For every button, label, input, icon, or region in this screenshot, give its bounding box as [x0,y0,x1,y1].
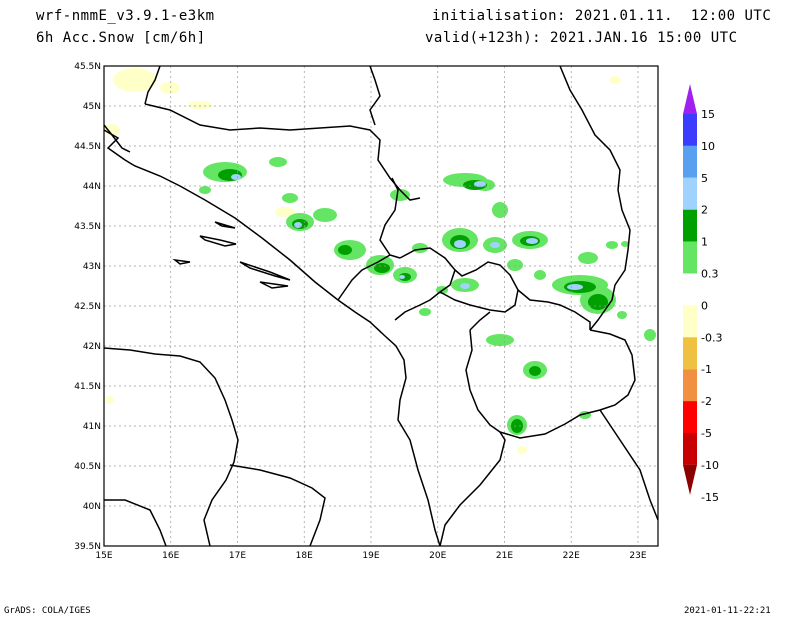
model-title: wrf-nmmE_v3.9.1-e3km [36,8,215,24]
longitude-label: 15E [95,551,112,561]
colorbar-swatch [683,241,697,274]
longitude-label: 16E [162,551,179,561]
colorbar-label: 10 [701,140,715,153]
light-green-patches [199,157,656,435]
colorbar-label: 0.3 [701,268,719,281]
longitude-labels: 15E 16E 17E 18E 19E 20E 21E 22E 23E [95,551,646,561]
footer-timestamp: 2021-01-11-22:21 [684,606,771,616]
colorbar-swatch [683,209,697,242]
colorbar-label: 5 [701,172,708,185]
colorbar-label: -5 [701,427,712,440]
latitude-label: 43.5N [74,222,101,232]
latitude-label: 39.5N [74,542,101,552]
negative-patch [188,101,212,109]
colorbar-swatch [683,273,697,306]
latitude-label: 45.5N [74,62,101,72]
latitude-label: 40N [83,502,101,512]
negative-patch [517,446,527,454]
colorbar-swatch [683,305,697,338]
latitude-label: 42N [83,342,101,352]
colorbar-swatch [683,401,697,433]
snow-field [104,68,656,454]
longitude-label: 18E [296,551,313,561]
footer-credit: GrADS: COLA/IGES [4,606,91,616]
colorbar-label: -10 [701,459,719,472]
colorbar-label: 0 [701,299,708,312]
latitude-labels: 45.5N 45N 44.5N 44N 43.5N 43N 42.5N 42N 41.5N 41N… [74,62,101,552]
colorbar-label: -15 [701,491,719,504]
longitude-label: 22E [563,551,580,561]
green-patches [218,169,608,433]
colorbar-label: 1 [701,236,708,249]
longitude-label: 23E [629,551,646,561]
colorbar-swatch [683,337,697,370]
latitude-label: 42.5N [74,302,101,312]
latitude-label: 43N [83,262,101,272]
latitude-label: 41N [83,422,101,432]
valid-time: valid(+123h): 2021.JAN.16 15:00 UTC [425,30,738,46]
colorbar: 15 10 5 2 1 0.3 0 -0.3 -1 -2 -5 -10 -15 [683,84,722,504]
field-title: 6h Acc.Snow [cm/6h] [36,30,206,46]
light-blue-patches [231,174,583,290]
negative-patch [275,207,295,217]
coastlines-borders [104,66,658,546]
map-frame [103,65,659,547]
latitude-label: 40.5N [74,462,101,472]
longitude-label: 20E [429,551,446,561]
latitude-label: 44N [83,182,101,192]
colorbar-swatch [683,114,697,146]
latitude-label: 45N [83,102,101,112]
colorbar-bottom-arrow [683,464,697,495]
colorbar-swatch [683,369,697,402]
colorbar-swatch [683,177,697,210]
colorbar-swatch [683,145,697,178]
latitude-label: 44.5N [74,142,101,152]
negative-patch [113,68,157,92]
colorbar-label: 2 [701,204,708,217]
longitude-label: 17E [229,551,246,561]
negative-patch [609,76,621,84]
colorbar-label: -0.3 [701,331,722,344]
longitude-label: 21E [496,551,513,561]
init-time: initialisation: 2021.01.11. 12:00 UTC [432,8,772,24]
colorbar-label: -2 [701,395,712,408]
colorbar-swatch [683,433,697,465]
colorbar-label: -1 [701,363,712,376]
graticule [104,66,658,546]
negative-patch [106,396,114,404]
negative-patch [160,82,180,94]
colorbar-label: 15 [701,108,715,121]
longitude-label: 19E [362,551,379,561]
latitude-label: 41.5N [74,382,101,392]
colorbar-top-arrow [683,84,697,114]
